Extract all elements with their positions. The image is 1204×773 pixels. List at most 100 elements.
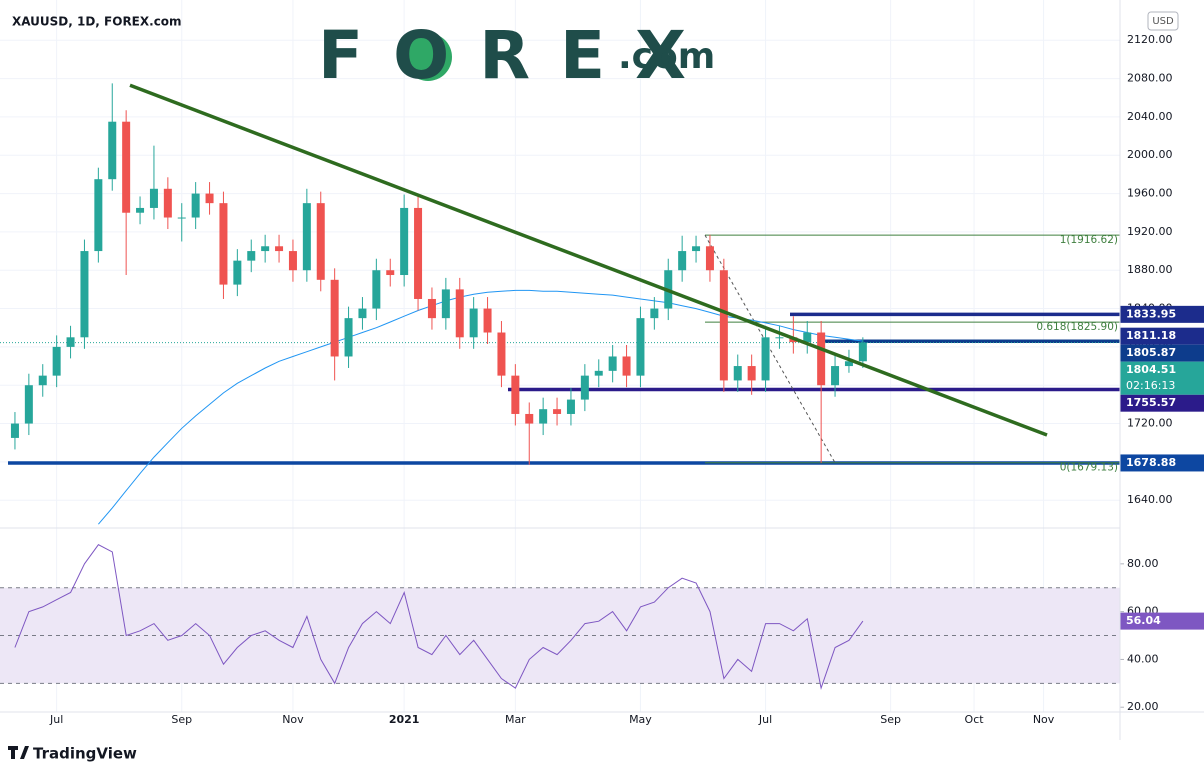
candle-body <box>553 409 562 414</box>
y-tick-label: 1960.00 <box>1127 187 1173 200</box>
candle-body <box>302 203 311 271</box>
candle-body <box>136 207 145 213</box>
price-box <box>1120 361 1204 395</box>
candle-body <box>80 251 89 338</box>
logo-circle <box>404 33 452 81</box>
price-box-label: 1811.18 <box>1126 329 1176 342</box>
candle-body <box>678 251 687 271</box>
rsi-line <box>14 544 864 691</box>
trendline <box>129 83 1048 437</box>
candle-body <box>469 308 478 338</box>
x-tick-label: Jul <box>758 713 772 726</box>
candle-body <box>358 308 367 319</box>
x-tick-label: 2021 <box>389 713 420 726</box>
candle-body <box>316 203 325 280</box>
price-box <box>1120 327 1204 345</box>
rsi-box <box>1120 612 1204 630</box>
x-tick-label: Jul <box>49 713 63 726</box>
candle-body <box>566 399 575 414</box>
candle-body <box>177 217 186 219</box>
brand-text: TradingView <box>33 745 137 763</box>
candle-body <box>497 332 506 376</box>
candle-body <box>386 270 395 276</box>
currency-box[interactable] <box>1147 11 1179 31</box>
rsi-tick-label: 20.00 <box>1127 700 1159 713</box>
candle-body <box>817 332 826 386</box>
y-tick-label: 1920.00 <box>1127 225 1173 238</box>
candle-body <box>580 375 589 400</box>
candle-body <box>288 251 297 271</box>
rsi-tick-label: 80.00 <box>1127 557 1159 570</box>
brand: TradingView <box>8 745 137 763</box>
candle-body <box>149 188 158 208</box>
candle-body <box>831 366 840 386</box>
y-tick-label: 2120.00 <box>1127 33 1173 46</box>
candle-body <box>858 342 867 362</box>
y-tick-label: 2040.00 <box>1127 110 1173 123</box>
logo-suffix: .com <box>618 36 715 77</box>
candle-body <box>719 270 728 381</box>
plot <box>0 83 1120 691</box>
currency: USD <box>1152 16 1174 27</box>
candle-body <box>511 375 520 414</box>
candle-body <box>219 203 228 285</box>
price-box-label: 1755.57 <box>1126 396 1176 409</box>
candle-body <box>733 366 742 381</box>
price-box <box>1120 394 1204 412</box>
candle-body <box>414 207 423 299</box>
candle-body <box>608 356 617 371</box>
candle-body <box>261 246 270 252</box>
candle-body <box>455 289 464 338</box>
candle-body <box>233 260 242 285</box>
candle-body <box>52 346 61 376</box>
candle-body <box>483 308 492 333</box>
candle-body <box>650 308 659 319</box>
candle-body <box>247 251 256 261</box>
y-tick-label: 2080.00 <box>1127 72 1173 85</box>
price-box-label: 1804.51 <box>1126 363 1176 376</box>
logo: FOREX .com <box>318 17 715 94</box>
candle-body <box>122 121 131 213</box>
countdown: 02:16:13 <box>1126 379 1175 392</box>
candle-body <box>10 423 19 438</box>
candle-body <box>94 179 103 252</box>
candle-body <box>539 409 548 424</box>
y-tick-label: 2000.00 <box>1127 148 1173 161</box>
fib-label: 0(1679.13) <box>1060 462 1118 474</box>
rsi-tick-label: 40.00 <box>1127 652 1159 665</box>
price-box <box>1120 344 1204 362</box>
x-tick-label: Oct <box>965 713 985 726</box>
candle-body <box>108 121 117 180</box>
price-box <box>1120 454 1204 472</box>
candle-body <box>844 361 853 367</box>
candle-body <box>761 337 770 381</box>
candle-body <box>441 289 450 319</box>
candle-body <box>344 318 353 357</box>
x-tick-label: Sep <box>171 713 192 726</box>
x-tick-label: Nov <box>1033 713 1055 726</box>
x-tick-label: May <box>629 713 652 726</box>
candle-body <box>525 413 534 424</box>
candle-body <box>594 370 603 376</box>
candle-body <box>38 375 47 386</box>
fib-label: 0.618(1825.90) <box>1036 321 1118 333</box>
y-tick-label: 1880.00 <box>1127 263 1173 276</box>
brand-icon <box>8 746 29 759</box>
candle-body <box>191 193 200 218</box>
symbol-title: XAUUSD, 1D, FOREX.com <box>12 15 182 29</box>
candle-body <box>66 337 75 347</box>
y-tick-label: 1720.00 <box>1127 417 1173 430</box>
candle-body <box>692 246 701 252</box>
candle-body <box>275 246 284 252</box>
candle-body <box>330 279 339 357</box>
candle-body <box>372 270 381 309</box>
x-tick-label: Nov <box>282 713 304 726</box>
candle-body <box>775 337 784 339</box>
x-tick-label: Sep <box>880 713 901 726</box>
candle-body <box>803 332 812 343</box>
x-tick-label: Mar <box>505 713 526 726</box>
overlay: Jul Sep Nov 2021 Mar May Jul Sep Oct Nov 1640.00 16… <box>49 33 1204 726</box>
candle-body <box>622 356 631 376</box>
candle-body <box>636 318 645 376</box>
